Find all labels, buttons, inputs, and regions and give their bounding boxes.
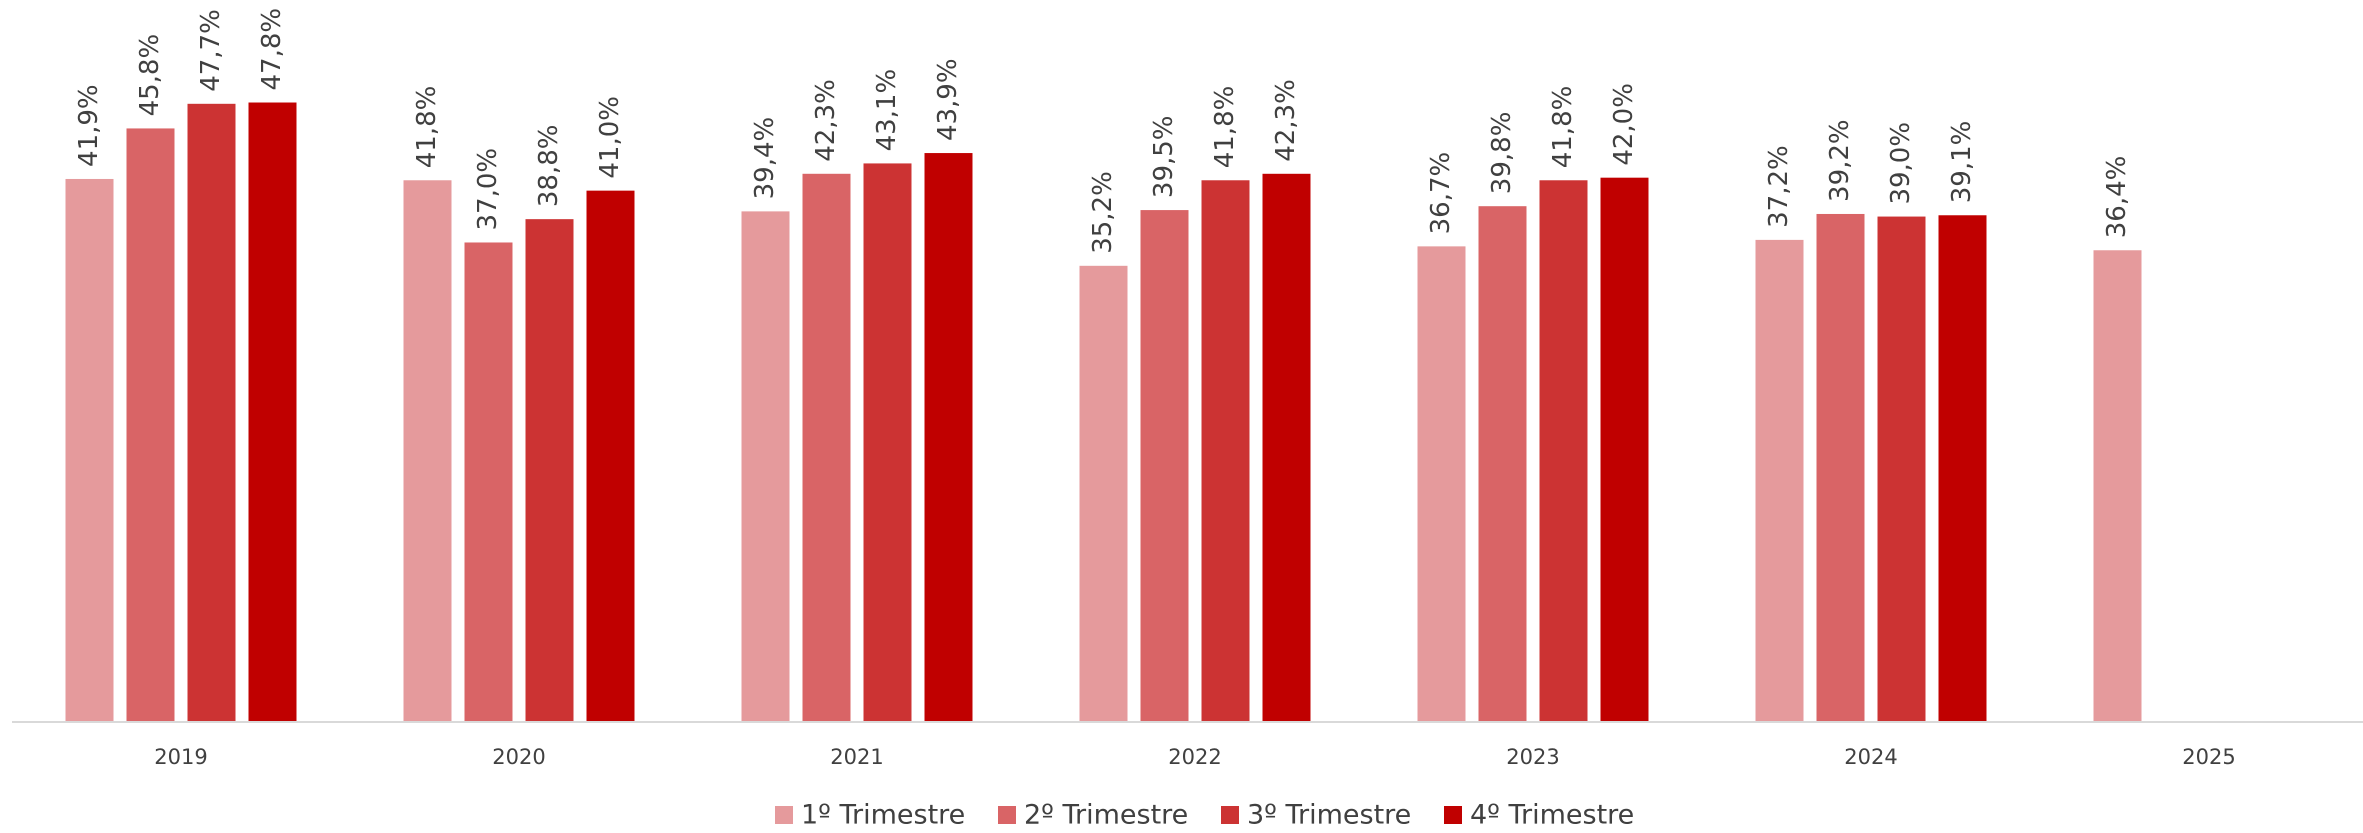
data-label: 39,2% [1825, 119, 1855, 202]
bar [187, 103, 236, 723]
legend-label: 3º Trimestre [1247, 800, 1411, 830]
data-label: 41,0% [595, 96, 625, 179]
data-label: 41,9% [74, 84, 104, 167]
bar [1478, 206, 1527, 722]
data-label: 43,9% [933, 58, 963, 141]
data-label: 47,8% [257, 8, 287, 91]
data-label: 36,4% [2102, 156, 2132, 239]
data-label: 45,8% [135, 34, 165, 117]
x-tick-label: 2022 [1168, 745, 1221, 769]
bar [1140, 210, 1189, 722]
x-tick-label: 2023 [1506, 745, 1559, 769]
legend-swatch [775, 806, 793, 824]
bar [525, 219, 574, 723]
bar [586, 190, 635, 722]
data-label: 37,2% [1764, 145, 1794, 228]
x-tick-label: 2020 [492, 745, 545, 769]
bar [1755, 239, 1804, 722]
bar [1417, 246, 1466, 723]
data-label: 39,8% [1487, 112, 1517, 195]
data-label: 39,4% [750, 117, 780, 200]
data-label: 41,8% [1210, 86, 1240, 169]
data-label: 42,3% [811, 79, 841, 162]
bar [464, 242, 513, 723]
data-label: 41,8% [412, 86, 442, 169]
bar [1201, 180, 1250, 723]
x-tick-label: 2019 [154, 745, 207, 769]
bar [802, 173, 851, 723]
data-label: 39,1% [1947, 121, 1977, 204]
bar [1262, 173, 1311, 723]
legend-swatch [1444, 806, 1462, 824]
bar [126, 128, 175, 722]
bar [924, 153, 973, 722]
bar [2093, 250, 2142, 723]
data-label: 47,7% [196, 9, 226, 92]
legend-label: 4º Trimestre [1470, 800, 1634, 830]
data-label: 35,2% [1088, 171, 1118, 254]
bar [1877, 216, 1926, 722]
bar [1816, 213, 1865, 722]
x-tick-label: 2021 [830, 745, 883, 769]
data-label: 38,8% [534, 125, 564, 208]
bar [741, 211, 790, 722]
bar [863, 163, 912, 722]
legend-label: 1º Trimestre [801, 800, 965, 830]
bar [248, 102, 297, 722]
bar [403, 180, 452, 723]
x-tick-label: 2025 [2182, 745, 2235, 769]
data-label: 43,1% [872, 69, 902, 152]
data-label: 39,0% [1886, 122, 1916, 205]
data-label: 41,8% [1548, 86, 1578, 169]
legend-swatch [1221, 806, 1239, 824]
data-label: 36,7% [1426, 152, 1456, 235]
bar [1079, 265, 1128, 722]
legend-swatch [998, 806, 1016, 824]
data-label: 42,3% [1271, 79, 1301, 162]
bar [1539, 180, 1588, 723]
bar [1600, 177, 1649, 722]
data-label: 37,0% [473, 148, 503, 231]
x-tick-label: 2024 [1844, 745, 1897, 769]
data-label: 42,0% [1609, 83, 1639, 166]
bar [65, 178, 114, 722]
legend-label: 2º Trimestre [1024, 800, 1188, 830]
bar [1938, 215, 1987, 722]
data-label: 39,5% [1149, 115, 1179, 198]
